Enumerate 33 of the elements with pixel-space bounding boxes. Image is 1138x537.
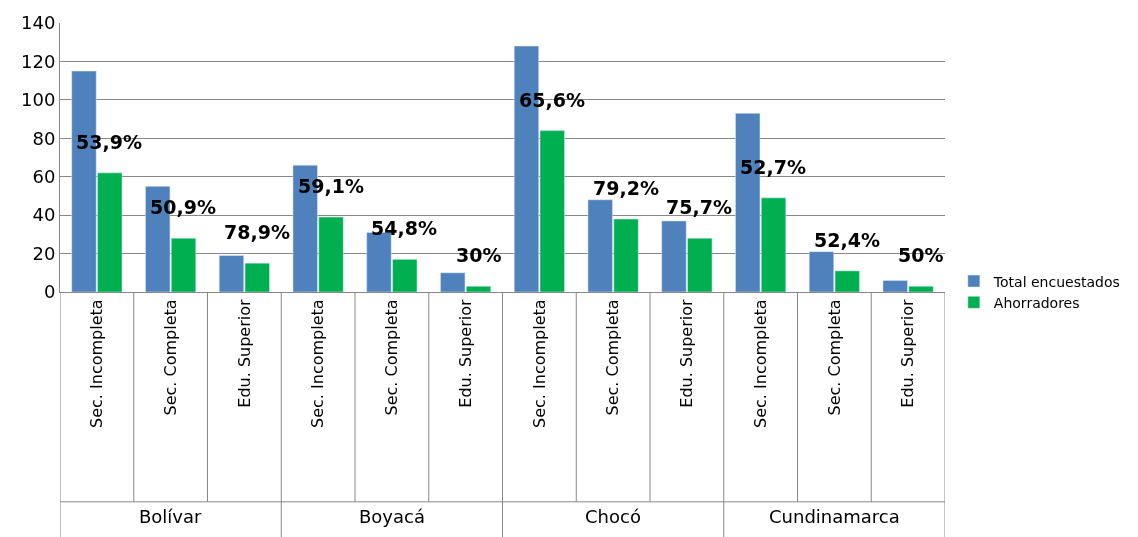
text: Boyacá: [359, 506, 425, 527]
y-tick-label: 60: [32, 166, 56, 188]
x-tick-label: Sec. Completa: [603, 299, 623, 416]
x-tick-label: Sec. Completa: [824, 299, 844, 416]
x-tick-label: Edu. Superior: [455, 298, 475, 408]
x-tick-label: Sec. Completa: [160, 299, 180, 416]
y-tick-label: 0: [43, 281, 56, 303]
legend-label: Ahorradores: [993, 294, 1080, 311]
annotation: 50%: [898, 244, 944, 266]
y-tick-label: 20: [32, 242, 56, 264]
x-tick-label: Sec. Incompleta: [529, 299, 549, 428]
y-tick-label: 100: [21, 89, 56, 111]
y-tick-label: 40: [32, 204, 56, 226]
annotation: 78,9%: [224, 221, 290, 243]
x-tick-label: Edu. Superior: [234, 298, 254, 408]
annotation: 30%: [456, 244, 502, 266]
text: Bolívar: [139, 506, 203, 527]
annotation: 75,7%: [666, 196, 732, 218]
y-tick-label: 140: [21, 12, 56, 34]
annotation: 52,4%: [814, 229, 880, 251]
x-tick-label: Sec. Incompleta: [750, 299, 770, 428]
x-tick-label: Sec. Incompleta: [308, 299, 328, 428]
text: Cundinamarca: [769, 506, 900, 527]
annotation: 54,8%: [371, 217, 437, 239]
legend-label: Total encuestados: [992, 273, 1120, 290]
text: Chocó: [585, 506, 641, 527]
x-tick-label: Sec. Completa: [382, 299, 402, 416]
x-tick-label: Edu. Superior: [677, 298, 697, 408]
x-tick-label: Sec. Incompleta: [87, 299, 107, 428]
annotation: 79,2%: [593, 177, 659, 199]
y-tick-label: 80: [32, 127, 56, 149]
y-tick-label: 120: [21, 50, 56, 72]
x-tick-label: Edu. Superior: [898, 298, 918, 408]
